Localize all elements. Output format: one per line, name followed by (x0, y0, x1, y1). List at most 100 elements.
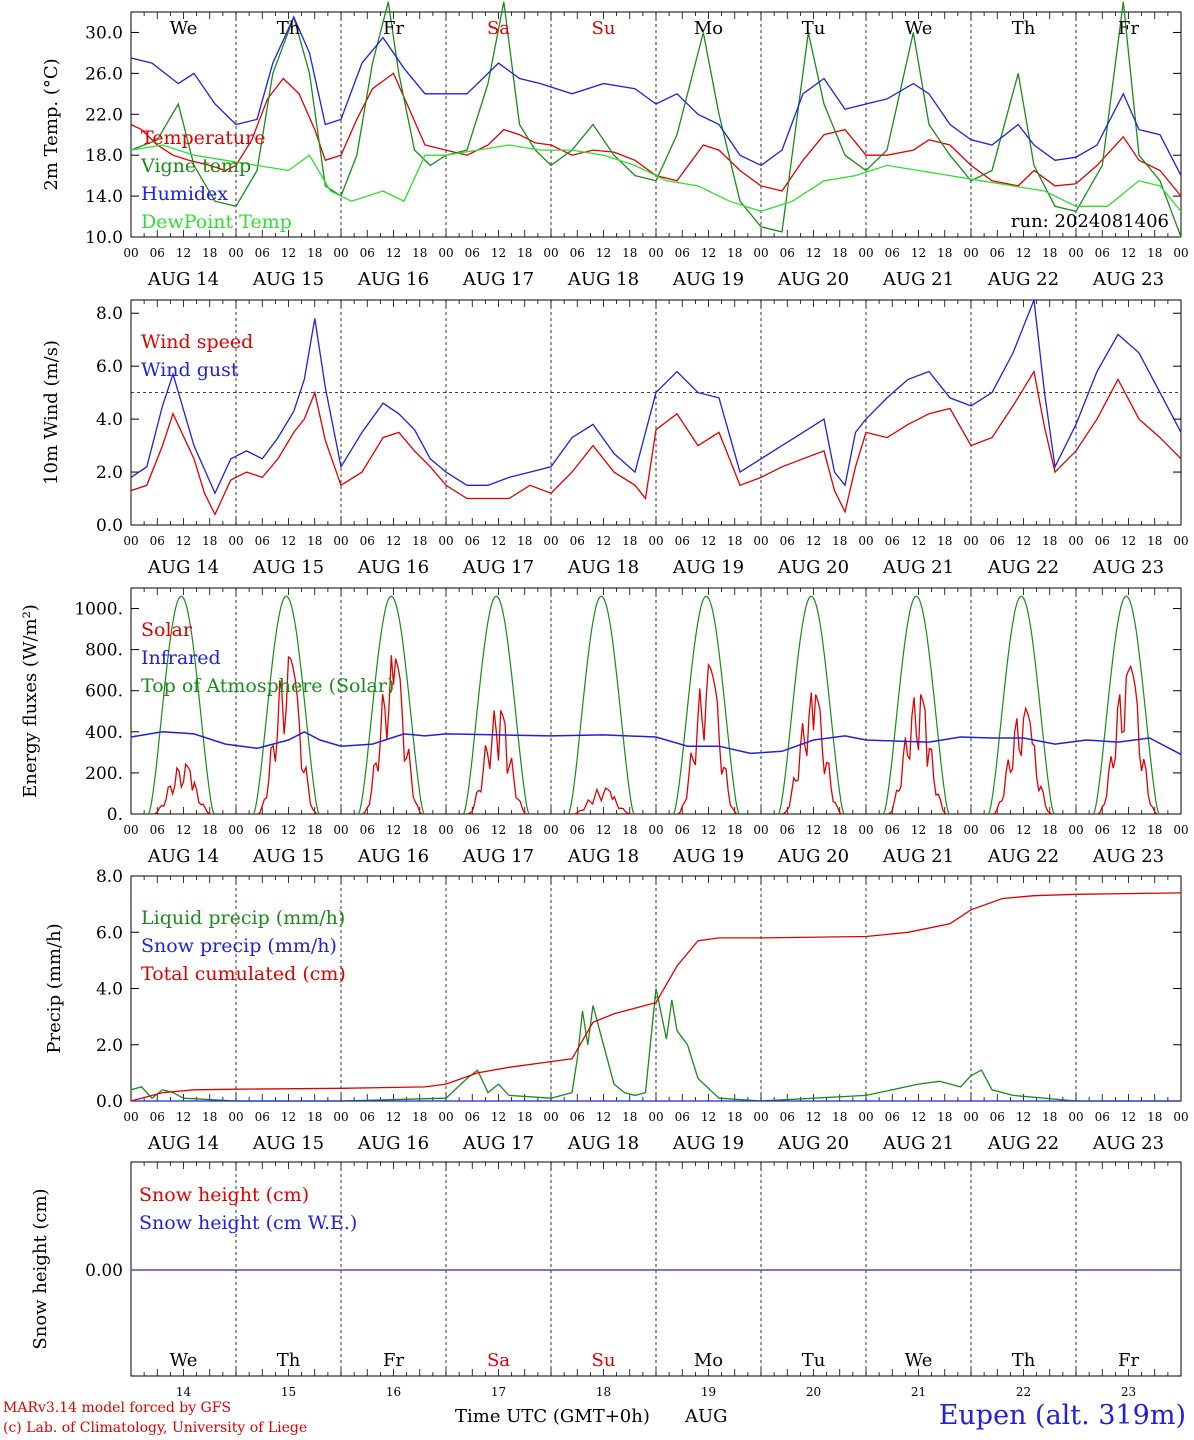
day-number-label: 21 (911, 1385, 926, 1399)
day-number-label: 17 (491, 1385, 506, 1399)
day-label: AUG 19 (672, 269, 744, 290)
weekday-label: Fr (383, 1350, 404, 1371)
hour-tick-label: 18 (937, 246, 952, 260)
day-label: AUG 14 (147, 269, 219, 290)
hour-tick-label: 12 (701, 534, 716, 548)
hour-tick-label: 06 (255, 534, 270, 548)
hour-tick-label: 00 (858, 1110, 873, 1124)
day-label: AUG 16 (357, 846, 429, 867)
hour-tick-label: 00 (438, 534, 453, 548)
hour-tick-label: 00 (123, 1110, 138, 1124)
day-label: AUG 22 (987, 846, 1059, 867)
legend-entry: Humidex (141, 183, 228, 205)
day-number-label: 20 (806, 1385, 821, 1399)
weekday-label: Th (277, 18, 301, 39)
day-label: AUG 16 (357, 557, 429, 578)
hour-tick-label: 06 (780, 823, 795, 837)
day-label: AUG 15 (252, 1133, 324, 1154)
hour-tick-label: 00 (963, 246, 978, 260)
hour-tick-label: 06 (570, 246, 585, 260)
hour-tick-label: 18 (1042, 534, 1057, 548)
day-label: AUG 17 (462, 846, 534, 867)
weekday-label: We (170, 1350, 198, 1371)
hour-tick-label: 12 (1016, 534, 1031, 548)
y-tick-label: 0. (107, 805, 123, 825)
hour-tick-label: 06 (465, 823, 480, 837)
hour-tick-label: 12 (386, 534, 401, 548)
day-label: AUG 15 (252, 846, 324, 867)
legend-entry: Snow height (cm) (139, 1184, 309, 1206)
day-label: AUG 22 (987, 1133, 1059, 1154)
hour-tick-label: 18 (1042, 1110, 1057, 1124)
legend-entry: Wind gust (141, 359, 239, 381)
weekday-label: We (905, 18, 933, 39)
panel-3: 00 06 12 18 AUG 14 00 06 12 18 AUG 15 00 06 12 18 AUG … (20, 587, 1189, 867)
hour-tick-label: 00 (1173, 246, 1188, 260)
hour-tick-label: 06 (150, 823, 165, 837)
hour-tick-label: 18 (727, 823, 742, 837)
x-axis-month: AUG (685, 1406, 728, 1427)
hour-tick-label: 12 (806, 246, 821, 260)
lab-credit: (c) Lab. of Climatology, University of L… (3, 1420, 308, 1436)
hour-tick-label: 18 (832, 246, 847, 260)
weekday-label: Mo (694, 1350, 723, 1371)
hour-tick-label: 18 (307, 823, 322, 837)
hour-tick-label: 06 (1095, 534, 1110, 548)
hour-tick-label: 06 (360, 534, 375, 548)
hour-tick-label: 00 (648, 534, 663, 548)
day-label: AUG 17 (462, 269, 534, 290)
weekday-label: We (905, 1350, 933, 1371)
hour-tick-label: 12 (176, 534, 191, 548)
day-label: AUG 22 (987, 557, 1059, 578)
hour-tick-label: 00 (333, 534, 348, 548)
y-axis-label: Snow height (cm) (30, 1188, 51, 1349)
y-axis-label: Precip (mm/h) (44, 923, 65, 1053)
hour-tick-label: 18 (622, 534, 637, 548)
hour-tick-label: 18 (1147, 534, 1162, 548)
hour-tick-label: 18 (517, 1110, 532, 1124)
hour-tick-label: 12 (911, 246, 926, 260)
hour-tick-label: 12 (1121, 246, 1136, 260)
weekday-label: We (170, 18, 198, 39)
hour-tick-label: 18 (622, 823, 637, 837)
hour-tick-label: 00 (543, 534, 558, 548)
day-label: AUG 16 (357, 1133, 429, 1154)
hour-tick-label: 06 (885, 534, 900, 548)
hour-tick-label: 00 (858, 823, 873, 837)
hour-tick-label: 06 (990, 246, 1005, 260)
hour-tick-label: 06 (255, 1110, 270, 1124)
x-axis-title: Time UTC (GMT+0h) (455, 1406, 650, 1427)
hour-tick-label: 12 (1016, 246, 1031, 260)
hour-tick-label: 18 (1042, 823, 1057, 837)
hour-tick-label: 00 (753, 823, 768, 837)
hour-tick-label: 12 (596, 246, 611, 260)
hour-tick-label: 18 (727, 1110, 742, 1124)
legend-entry: Solar (141, 619, 193, 641)
y-tick-label: 0.0 (96, 1092, 123, 1112)
day-number-label: 19 (701, 1385, 716, 1399)
y-tick-label: 2.0 (96, 463, 123, 483)
hour-tick-label: 18 (202, 246, 217, 260)
series-line (130, 299, 1182, 495)
hour-tick-label: 12 (281, 246, 296, 260)
series-line (130, 892, 1182, 1102)
hour-tick-label: 18 (517, 246, 532, 260)
hour-tick-label: 12 (596, 1110, 611, 1124)
y-axis-label: Energy fluxes (W/m²) (20, 604, 41, 798)
day-label: AUG 20 (777, 1133, 849, 1154)
hour-tick-label: 06 (990, 1110, 1005, 1124)
day-label: AUG 21 (882, 846, 954, 867)
hour-tick-label: 00 (543, 246, 558, 260)
hour-tick-label: 18 (307, 1110, 322, 1124)
hour-tick-label: 18 (622, 246, 637, 260)
hour-tick-label: 12 (1016, 823, 1031, 837)
weekday-label: Tu (802, 1350, 826, 1371)
hour-tick-label: 18 (1147, 1110, 1162, 1124)
day-label: AUG 20 (777, 269, 849, 290)
hour-tick-label: 06 (780, 246, 795, 260)
hour-tick-label: 12 (1121, 534, 1136, 548)
hour-tick-label: 06 (465, 246, 480, 260)
hour-tick-label: 12 (1016, 1110, 1031, 1124)
hour-tick-label: 12 (701, 1110, 716, 1124)
day-label: AUG 19 (672, 846, 744, 867)
